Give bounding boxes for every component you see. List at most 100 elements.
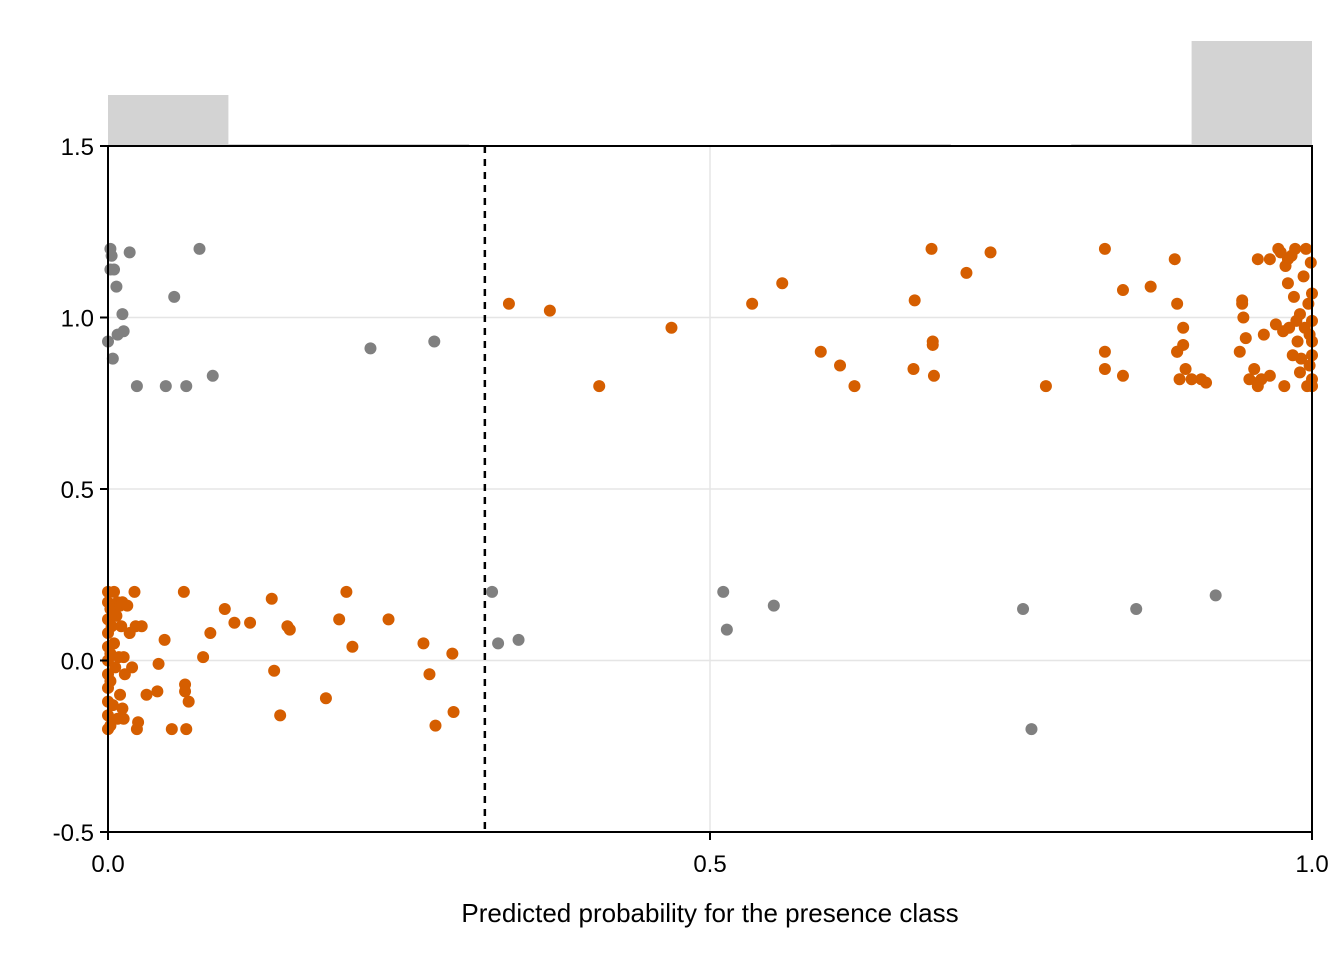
correct-point xyxy=(115,620,128,633)
x-axis-title: Predicted probability for the presence c… xyxy=(461,898,958,928)
incorrect-point xyxy=(717,585,730,598)
correct-point xyxy=(1179,362,1192,375)
incorrect-point xyxy=(116,308,129,321)
correct-point xyxy=(1144,280,1157,293)
correct-point xyxy=(197,651,210,664)
correct-point xyxy=(117,712,130,725)
correct-point xyxy=(1116,369,1129,382)
incorrect-point xyxy=(720,623,733,636)
axis-ticks: 0.0 0.5 1.0 -0.5 0.0 0.5 1.0 1.5 xyxy=(53,134,1329,878)
correct-point xyxy=(925,242,938,255)
correct-point xyxy=(1239,332,1252,345)
incorrect-point xyxy=(108,263,121,276)
correct-point xyxy=(417,637,430,650)
correct-point xyxy=(109,661,122,674)
correct-point xyxy=(1287,290,1300,303)
correct-point xyxy=(1291,335,1304,348)
correct-point xyxy=(1293,308,1306,321)
correct-point xyxy=(1257,328,1270,341)
correct-point xyxy=(110,609,123,622)
correct-point xyxy=(502,297,515,310)
y-tick-label: 0.0 xyxy=(61,649,94,676)
correct-point xyxy=(1177,321,1190,334)
correct-point xyxy=(1303,359,1316,372)
incorrect-point xyxy=(1209,589,1222,602)
correct-point xyxy=(333,613,346,626)
correct-point xyxy=(204,627,217,640)
correct-point xyxy=(182,695,195,708)
correct-point xyxy=(132,716,145,729)
correct-point xyxy=(108,585,121,598)
correct-point xyxy=(927,369,940,382)
incorrect-point xyxy=(168,290,181,303)
correct-point xyxy=(158,633,171,646)
correct-point xyxy=(268,664,281,677)
correct-point xyxy=(152,657,165,670)
incorrect-point xyxy=(767,599,780,612)
incorrect-point xyxy=(486,585,499,598)
incorrect-point xyxy=(110,280,123,293)
correct-point xyxy=(1297,270,1310,283)
histogram-bar xyxy=(108,95,229,146)
correct-point xyxy=(907,362,920,375)
correct-point xyxy=(135,620,148,633)
correct-point xyxy=(104,675,117,688)
correct-point xyxy=(346,640,359,653)
correct-point xyxy=(265,592,278,605)
correct-point xyxy=(179,685,192,698)
correct-point xyxy=(446,647,459,660)
correct-point xyxy=(1278,380,1291,393)
incorrect-point xyxy=(130,380,143,393)
incorrect-point xyxy=(117,325,130,338)
correct-point xyxy=(1098,345,1111,358)
correct-point xyxy=(1263,253,1276,266)
correct-point xyxy=(114,688,127,701)
incorrect-point xyxy=(159,380,172,393)
histogram xyxy=(108,41,1312,146)
correct-point xyxy=(116,702,129,715)
correct-point xyxy=(1281,277,1294,290)
correct-point xyxy=(1200,376,1213,389)
correct-point xyxy=(283,623,296,636)
correct-point xyxy=(984,246,997,259)
correct-point xyxy=(228,616,241,629)
correct-point xyxy=(776,277,789,290)
correct-point xyxy=(1233,345,1246,358)
correct-point xyxy=(1237,311,1250,324)
correct-point xyxy=(447,705,460,718)
gridlines xyxy=(107,145,1313,833)
correct-point xyxy=(1289,242,1302,255)
correct-point xyxy=(593,380,606,393)
incorrect-point xyxy=(193,242,206,255)
correct-point xyxy=(177,585,190,598)
correct-point xyxy=(180,723,193,736)
correct-point xyxy=(665,321,678,334)
incorrect-point xyxy=(1017,603,1030,616)
incorrect-point xyxy=(1130,603,1143,616)
correct-point xyxy=(926,338,939,351)
correct-point xyxy=(746,297,759,310)
x-tick-label: 1.0 xyxy=(1295,851,1328,878)
correct-point xyxy=(1251,253,1264,266)
correct-point xyxy=(429,719,442,732)
correct-point xyxy=(960,266,973,279)
correct-point xyxy=(126,661,139,674)
x-tick-label: 0.5 xyxy=(693,851,726,878)
incorrect-point xyxy=(206,369,219,382)
x-tick-label: 0.0 xyxy=(91,851,124,878)
incorrect-point xyxy=(106,352,119,365)
correct-point xyxy=(1173,373,1186,386)
correct-point xyxy=(106,699,119,712)
correct-point xyxy=(319,692,332,705)
correct-point xyxy=(1098,362,1111,375)
correct-point xyxy=(543,304,556,317)
correct-point xyxy=(1295,352,1308,365)
correct-point xyxy=(423,668,436,681)
incorrect-point xyxy=(180,380,193,393)
correct-point xyxy=(218,603,231,616)
correct-point xyxy=(1185,373,1198,386)
correct-point xyxy=(1098,242,1111,255)
correct-point xyxy=(382,613,395,626)
correct-point xyxy=(1304,256,1317,269)
